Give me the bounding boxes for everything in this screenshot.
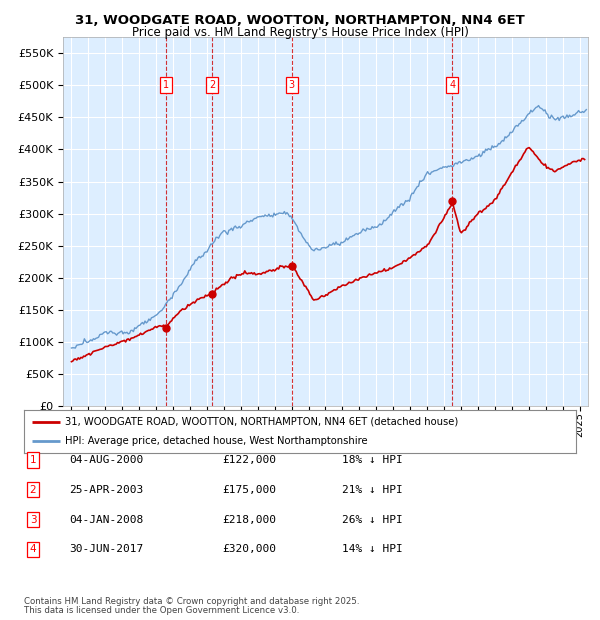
- Text: £122,000: £122,000: [222, 455, 276, 465]
- Text: HPI: Average price, detached house, West Northamptonshire: HPI: Average price, detached house, West…: [65, 436, 368, 446]
- Text: 1: 1: [163, 81, 169, 91]
- Text: 31, WOODGATE ROAD, WOOTTON, NORTHAMPTON, NN4 6ET (detached house): 31, WOODGATE ROAD, WOOTTON, NORTHAMPTON,…: [65, 417, 458, 427]
- Text: 2: 2: [29, 485, 37, 495]
- Text: 04-JAN-2008: 04-JAN-2008: [69, 515, 143, 525]
- Text: 2: 2: [209, 81, 215, 91]
- Text: 4: 4: [29, 544, 37, 554]
- Text: £218,000: £218,000: [222, 515, 276, 525]
- Text: 14% ↓ HPI: 14% ↓ HPI: [342, 544, 403, 554]
- Text: 18% ↓ HPI: 18% ↓ HPI: [342, 455, 403, 465]
- Text: 30-JUN-2017: 30-JUN-2017: [69, 544, 143, 554]
- Text: Contains HM Land Registry data © Crown copyright and database right 2025.: Contains HM Land Registry data © Crown c…: [24, 597, 359, 606]
- Text: 1: 1: [29, 455, 37, 465]
- Point: [448, 196, 457, 206]
- Text: £175,000: £175,000: [222, 485, 276, 495]
- Text: 26% ↓ HPI: 26% ↓ HPI: [342, 515, 403, 525]
- Point: [161, 323, 171, 333]
- Text: This data is licensed under the Open Government Licence v3.0.: This data is licensed under the Open Gov…: [24, 606, 299, 615]
- Text: 3: 3: [289, 81, 295, 91]
- Text: 3: 3: [29, 515, 37, 525]
- Text: 4: 4: [449, 81, 455, 91]
- Text: £320,000: £320,000: [222, 544, 276, 554]
- Text: 31, WOODGATE ROAD, WOOTTON, NORTHAMPTON, NN4 6ET: 31, WOODGATE ROAD, WOOTTON, NORTHAMPTON,…: [75, 14, 525, 27]
- Text: 04-AUG-2000: 04-AUG-2000: [69, 455, 143, 465]
- Text: 25-APR-2003: 25-APR-2003: [69, 485, 143, 495]
- Point: [287, 261, 296, 271]
- Text: 21% ↓ HPI: 21% ↓ HPI: [342, 485, 403, 495]
- Point: [208, 289, 217, 299]
- Text: Price paid vs. HM Land Registry's House Price Index (HPI): Price paid vs. HM Land Registry's House …: [131, 26, 469, 39]
